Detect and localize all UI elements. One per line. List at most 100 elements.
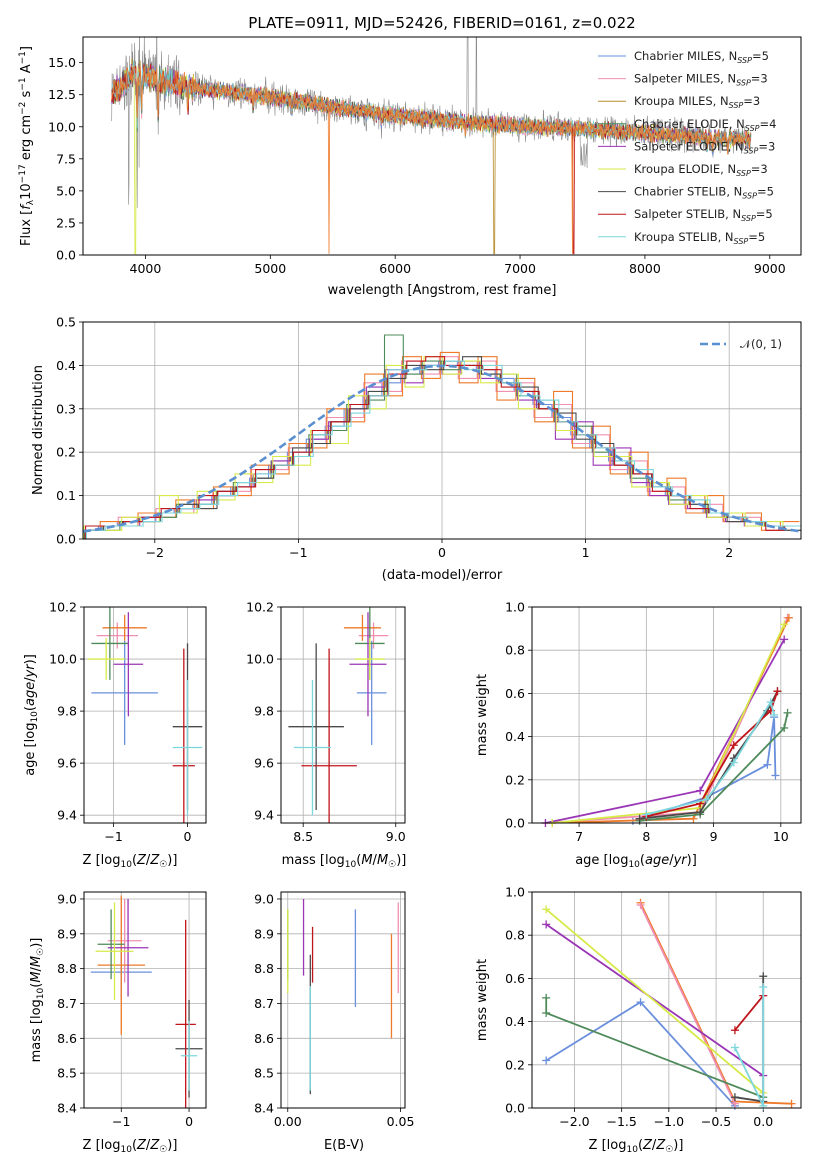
mw-age-ylabel: mass weight <box>475 674 490 756</box>
residuals-ytick-label: 0.3 <box>56 401 76 416</box>
mass-z-xlabel: Z [log10(Z/Z☉)] <box>83 1138 178 1155</box>
spectrum-xtick-label: 4000 <box>130 261 162 276</box>
residuals-xtick-label: −1 <box>289 545 307 560</box>
spectrum-xlabel: wavelength [Angstrom, rest frame] <box>328 283 557 298</box>
mass_weight_vs_Z-frame <box>531 891 802 1109</box>
mass-weight-marker <box>542 1008 551 1017</box>
errorbar-point <box>172 679 203 816</box>
mass-weight-marker <box>696 808 705 817</box>
errorbar-point <box>96 622 138 649</box>
age_vs_Z-xtick-label: 0 <box>184 829 192 844</box>
legend-label: Salpeter STELIB, NSSP=5 <box>634 207 773 223</box>
mass_weight_vs_age-axes: 7 8 9 10 0.0 0.2 0.4 0.6 0.8 1.0 <box>505 600 801 844</box>
spectrum-panel: wavelength [Angstrom, rest frame] Flux [… <box>18 37 752 298</box>
legend-label: Chabrier ELODIE, NSSP=4 <box>634 117 776 133</box>
age_vs_Z-ytick-label: 9.6 <box>57 756 77 771</box>
residuals-ytick-label: 0.4 <box>56 358 76 373</box>
mass_vs_ebv-axes: 0.00 0.05 8.4 8.5 8.6 8.7 8.8 8.9 9.0 <box>254 891 414 1129</box>
age_vs_mass-xtick-label: 9.0 <box>386 829 406 844</box>
mass-weight-series <box>734 976 765 1103</box>
spectrum-ylabel: Flux [fλ10−17 erg cm−2 s−1 A−1] <box>18 46 36 246</box>
errorbar-point <box>97 895 145 1035</box>
mass-weight-marker <box>780 620 789 629</box>
legend-label: 𝒩(0, 1) <box>740 337 782 351</box>
mass_weight_vs_age-ytick-label: 0.0 <box>505 816 525 831</box>
mass_weight_vs_Z-ytick-label: 1.0 <box>505 885 525 900</box>
residuals-ytick-label: 0.2 <box>56 445 76 460</box>
mass_weight_vs_age-xtick-label: 8 <box>642 829 650 844</box>
mass-weight-marker <box>759 983 768 992</box>
mass_vs_Z-axes: −1 0 8.4 8.5 8.6 8.7 8.8 8.9 9.0 <box>57 891 206 1129</box>
mass_vs_ebv-ytick-label: 8.7 <box>254 996 274 1011</box>
mass-weight-marker <box>542 920 551 929</box>
mass_weight_vs_age-xtick-label: 10 <box>773 829 789 844</box>
mass_vs_Z-ytick-label: 8.6 <box>57 1031 77 1046</box>
mass_weight_vs_Z-ytick-label: 0.6 <box>505 971 525 986</box>
legend-label: Kroupa STELIB, NSSP=5 <box>634 230 765 246</box>
legend-label: Salpeter MILES, NSSP=3 <box>634 72 768 88</box>
mass_weight_vs_Z-ytick-label: 0.2 <box>505 1057 525 1072</box>
age_vs_Z-ytick-label: 9.4 <box>57 808 77 823</box>
age_vs_mass-frame <box>280 606 406 824</box>
mass-weight-marker <box>787 1099 796 1108</box>
errorbar-point <box>91 640 158 745</box>
residuals-xtick-label: 0 <box>438 545 446 560</box>
histogram-series <box>83 360 798 531</box>
errorbar-point <box>95 902 134 1000</box>
residuals-xtick-label: 2 <box>725 545 733 560</box>
mass_vs_ebv-ytick-label: 8.6 <box>254 1031 274 1046</box>
mass-weight-marker <box>759 972 768 981</box>
spectrum-xtick-label: 9000 <box>754 261 786 276</box>
mass_weight_vs_age-ytick-label: 0.4 <box>505 729 525 744</box>
spectrum-ytick-label: 0.0 <box>56 248 76 263</box>
residuals-axes: −2 −1 0 1 2 0.0 0.1 0.2 0.3 0.4 0.5 <box>56 315 801 560</box>
spectrum-ytick-label: 15.0 <box>48 55 76 70</box>
mass-weight-series <box>545 617 789 823</box>
mass-weight-marker <box>783 708 792 717</box>
spectrum-ytick-label: 10.0 <box>48 119 76 134</box>
mass-weight-marker <box>542 905 551 914</box>
age_vs_mass-ytick-label: 10.0 <box>246 652 274 667</box>
mass-weight-marker <box>702 795 711 804</box>
mass_weight_vs_age-ytick-label: 1.0 <box>505 600 525 615</box>
age_vs_mass-ytick-label: 9.4 <box>254 808 274 823</box>
histogram-series <box>83 351 800 531</box>
mass-weight-marker <box>763 760 772 769</box>
mass_weight_vs_Z-ytick-label: 0.8 <box>505 928 525 943</box>
errorbar-point <box>343 614 381 641</box>
spectrum-ytick-label: 5.0 <box>56 183 76 198</box>
mass_weight_vs_Z-xtick-label: −1.5 <box>606 1114 636 1129</box>
mass_vs_Z-frame <box>83 891 207 1109</box>
spectrum-ytick-label: 2.5 <box>56 215 76 230</box>
mass-weight-series <box>639 712 789 822</box>
histogram-series <box>83 356 801 539</box>
errorbar-point <box>301 648 357 823</box>
mass_vs_ebv-frame <box>280 891 406 1109</box>
residuals-xtick-label: −2 <box>146 545 164 560</box>
mw-z-ylabel: mass weight <box>475 959 490 1041</box>
age_vs_mass-ytick-label: 10.2 <box>246 600 274 615</box>
mass-weight-marker <box>766 698 775 707</box>
mw-age-xlabel: age [log10(age/yr)] <box>575 853 697 870</box>
mass-z-ylabel: mass [log10(M/M☉)] <box>29 938 46 1063</box>
mass-weight-marker <box>759 1101 768 1110</box>
mass_vs_Z-ytick-label: 8.8 <box>57 961 77 976</box>
age_vs_mass-xtick-label: 8.5 <box>293 829 313 844</box>
errorbar-point <box>172 648 195 823</box>
residual-histogram-panel: (data-model)/error Normed distribution <box>31 365 503 583</box>
mass-weight-marker <box>780 635 789 644</box>
spectrum-frame <box>82 36 802 256</box>
mass_weight_vs_Z-xtick-label: −0.5 <box>701 1114 731 1129</box>
errorbar-point <box>293 679 331 816</box>
histogram-series <box>85 360 801 539</box>
residuals-xtick-label: 1 <box>582 545 590 560</box>
errorbar-point <box>358 622 389 649</box>
age-mass-xlabel: mass [log10(M/M☉)] <box>282 853 407 870</box>
age_vs_Z-ytick-label: 10.0 <box>49 652 77 667</box>
errorbar-point <box>91 607 129 680</box>
mass_weight_vs_age-frame <box>531 606 802 824</box>
errorbar-point <box>355 638 385 680</box>
mass-weight-marker <box>635 814 644 823</box>
mass-weight-series <box>639 904 736 1105</box>
mass-weight-marker <box>730 1093 739 1102</box>
